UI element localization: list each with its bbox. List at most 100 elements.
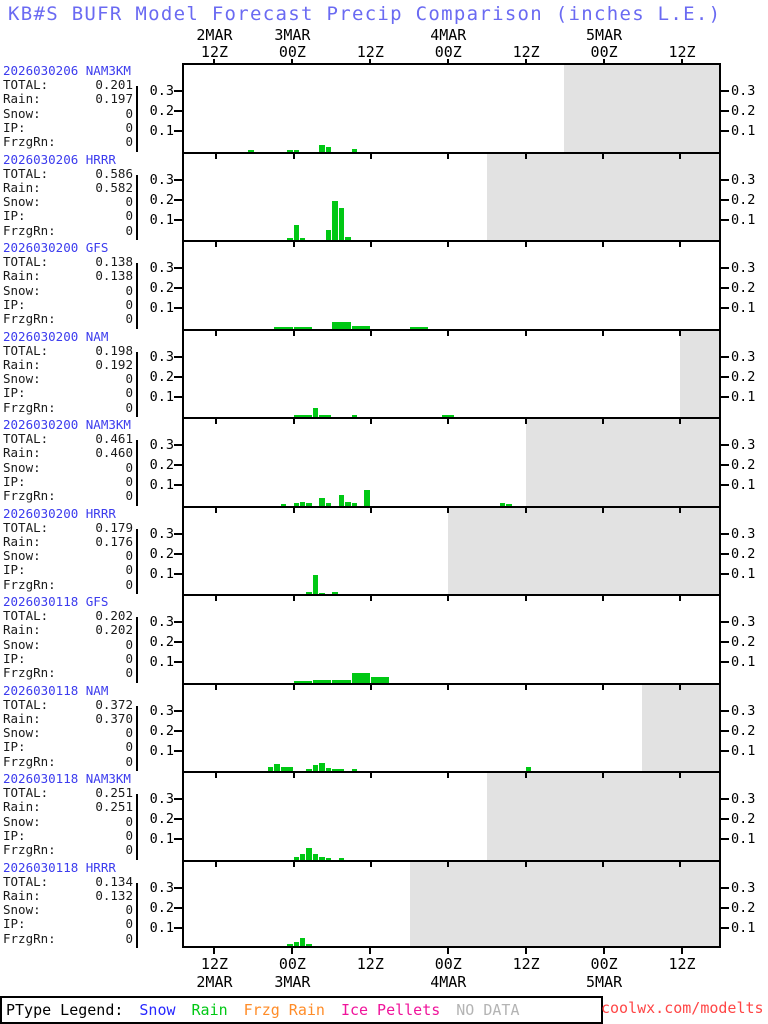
rain-bar <box>351 326 370 329</box>
rain-bar <box>300 938 306 946</box>
model-panel-nam-2026030118: 2026030118 NAM TOTAL: 0.372 Rain: 0.370 Snow:… <box>0 682 768 771</box>
axis-date-label: 3MAR <box>274 973 311 991</box>
stat-label: Snow: <box>3 459 41 475</box>
rain-bar <box>312 764 319 771</box>
stat-label: TOTAL: <box>3 519 49 535</box>
y-tick-label: 0.2 <box>731 457 756 474</box>
plot-inner <box>184 861 719 946</box>
stat-row: IP: 0 <box>3 209 133 223</box>
stat-label: Snow: <box>3 902 41 918</box>
y-tick-mark-right <box>721 552 729 555</box>
stat-label: Snow: <box>3 636 41 652</box>
y-tick-mark-left <box>174 287 182 290</box>
y-tick-label: 0.1 <box>731 211 756 228</box>
axis-date-label: 5MAR <box>586 26 623 44</box>
stat-label: Rain: <box>3 356 41 372</box>
axis-hour-label: 12Z <box>200 955 229 973</box>
stat-value: 0 <box>125 208 133 224</box>
stat-row: FrzgRn: 0 <box>3 134 133 150</box>
stat-value: 0.460 <box>95 445 133 461</box>
plot-inner <box>184 419 719 506</box>
stat-label: Snow: <box>3 282 41 298</box>
boundary-tick-mark <box>292 684 295 690</box>
boundary-tick-mark <box>369 507 372 513</box>
stat-value: 0.176 <box>95 533 133 549</box>
stat-label: Rain: <box>3 268 41 284</box>
y-tick-label: 0.2 <box>149 457 174 474</box>
y-axis-labels-right: 0.3 0.2 0.1 <box>731 417 767 506</box>
axis-date-label: 4MAR <box>430 973 467 991</box>
axis-tick-mark <box>447 948 450 954</box>
stat-label: IP: <box>3 739 26 755</box>
y-tick-label: 0.3 <box>731 437 756 454</box>
rain-bar <box>332 592 338 594</box>
stat-label: IP: <box>3 650 26 666</box>
y-tick-mark-left <box>174 375 182 378</box>
model-panel-nam3km-2026030206: 2026030206 NAM3KM TOTAL: 0.201 Rain: 0.197 Sn… <box>0 63 768 152</box>
y-tick-label: 0.1 <box>731 919 756 936</box>
rain-bar <box>274 764 280 771</box>
rain-bar <box>287 238 293 240</box>
model-run-label: 2026030200 GFS <box>3 240 109 255</box>
boundary-tick-mark <box>524 596 527 601</box>
boundary-tick-mark <box>679 596 682 601</box>
stat-label: FrzgRn: <box>3 576 56 592</box>
stat-label: TOTAL: <box>3 254 49 270</box>
stat-row: TOTAL: 0.198 <box>3 342 133 358</box>
y-tick-label: 0.1 <box>149 123 174 140</box>
stat-label: TOTAL: <box>3 785 49 801</box>
model-panels: 2026030206 NAM3KM TOTAL: 0.201 Rain: 0.197 Sn… <box>0 63 768 948</box>
stat-value: 0 <box>125 134 133 150</box>
y-tick-mark-right <box>721 906 729 909</box>
y-tick-mark-left <box>174 130 182 133</box>
stat-label: TOTAL: <box>3 608 49 624</box>
precip-plot-area <box>182 771 721 860</box>
boundary-tick-mark <box>369 596 372 601</box>
rain-bar <box>319 414 332 417</box>
stat-value: 0.202 <box>95 608 133 624</box>
y-tick-mark-right <box>721 307 729 310</box>
rain-bar <box>287 149 293 152</box>
axis-tick-mark <box>525 948 528 954</box>
boundary-tick-mark <box>447 153 450 159</box>
y-tick-mark-right <box>721 641 729 644</box>
y-tick-mark-right <box>721 395 729 398</box>
stat-label: IP: <box>3 208 26 224</box>
stat-row: Snow: 0 <box>3 194 133 210</box>
stat-value: 0.197 <box>95 91 133 107</box>
stat-row: TOTAL: 0.179 <box>3 519 133 535</box>
y-tick-label: 0.3 <box>731 614 756 631</box>
boundary-tick-mark <box>524 507 527 513</box>
boundary-tick-mark <box>447 330 450 336</box>
stat-label: Rain: <box>3 445 41 461</box>
legend-item-frzg-rain: Frzg Rain <box>243 1001 325 1019</box>
stat-value: 0 <box>125 194 133 210</box>
boundary-tick-mark <box>369 242 372 247</box>
y-tick-label: 0.2 <box>731 545 756 562</box>
stat-value: 0 <box>125 930 133 946</box>
stat-label: FrzgRn: <box>3 134 56 150</box>
stat-label: Rain: <box>3 91 41 107</box>
boundary-tick-mark <box>524 330 527 336</box>
y-axis-labels-left: 0.3 0.2 0.1 <box>138 240 174 329</box>
boundary-tick-mark <box>601 242 604 247</box>
rain-bar <box>293 224 300 240</box>
stat-label: TOTAL: <box>3 342 49 358</box>
stat-row: TOTAL: 0.251 <box>3 786 133 800</box>
y-tick-mark-right <box>721 375 729 378</box>
axis-tick-mark <box>369 948 372 954</box>
stat-value: 0 <box>125 916 133 932</box>
model-stats: 2026030200 HRRR TOTAL: 0.179 Rain: 0.176 Snow… <box>3 506 133 592</box>
y-tick-label: 0.2 <box>731 634 756 651</box>
y-tick-label: 0.2 <box>149 811 174 828</box>
y-tick-label: 0.2 <box>149 103 174 120</box>
rain-bar <box>312 679 332 683</box>
model-stats: 2026030118 NAM TOTAL: 0.372 Rain: 0.370 Snow:… <box>3 683 133 769</box>
y-tick-mark-right <box>721 886 729 889</box>
boundary-tick-mark <box>292 242 295 247</box>
y-tick-mark-right <box>721 178 729 181</box>
model-run-label: 2026030200 NAM <box>3 328 109 344</box>
axis-tick-mark <box>681 948 684 954</box>
stat-row: IP: 0 <box>3 740 133 754</box>
y-axis-labels-right: 0.3 0.2 0.1 <box>731 771 767 860</box>
